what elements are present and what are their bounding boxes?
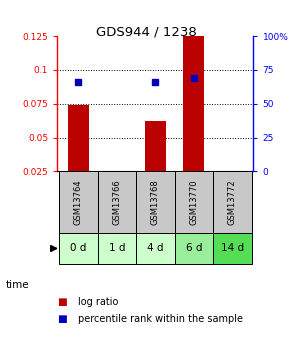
Text: 4 d: 4 d — [147, 244, 163, 254]
Text: GSM13766: GSM13766 — [112, 179, 121, 225]
Text: GDS944 / 1238: GDS944 / 1238 — [96, 26, 197, 39]
Bar — [175, 171, 213, 233]
Text: 0 d: 0 d — [70, 244, 86, 254]
Text: time: time — [6, 280, 30, 289]
Bar — [175, 233, 213, 264]
Text: GSM13764: GSM13764 — [74, 179, 83, 225]
Bar — [183, 20, 205, 171]
Bar — [213, 233, 251, 264]
Bar — [68, 105, 89, 171]
Text: 14 d: 14 d — [221, 244, 244, 254]
Bar — [136, 233, 175, 264]
Text: log ratio: log ratio — [78, 297, 118, 307]
Text: GSM13770: GSM13770 — [189, 179, 198, 225]
Text: GSM13772: GSM13772 — [228, 179, 237, 225]
Text: 6 d: 6 d — [185, 244, 202, 254]
Bar — [136, 171, 175, 233]
Bar — [59, 233, 98, 264]
Text: ■: ■ — [57, 297, 67, 307]
Text: GSM13768: GSM13768 — [151, 179, 160, 225]
Bar — [213, 171, 251, 233]
Text: 1 d: 1 d — [108, 244, 125, 254]
Bar — [145, 121, 166, 171]
Bar — [98, 233, 136, 264]
Text: percentile rank within the sample: percentile rank within the sample — [78, 314, 243, 324]
Text: ■: ■ — [57, 314, 67, 324]
Bar — [98, 171, 136, 233]
Bar — [59, 171, 98, 233]
